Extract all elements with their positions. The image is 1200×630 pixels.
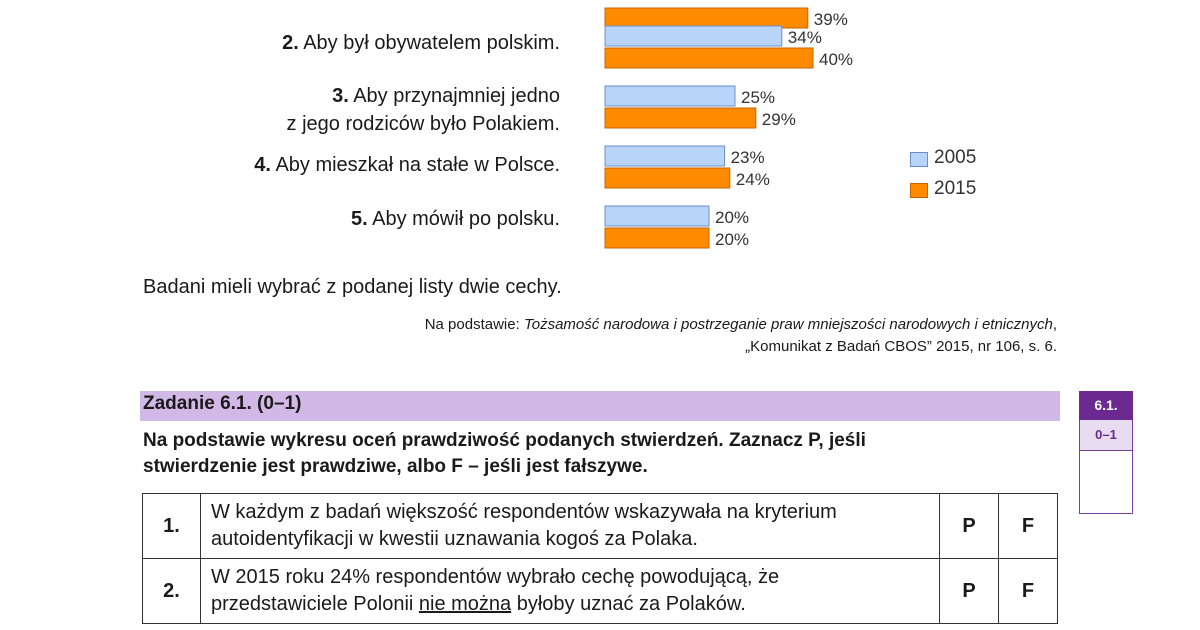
option-p[interactable]: P bbox=[939, 558, 999, 624]
statement-line1: W każdym z badań większość respondentów … bbox=[211, 501, 837, 523]
statement-line2-post: byłoby uznać za Polaków. bbox=[511, 593, 746, 615]
bar-2005-cat-4 bbox=[604, 145, 726, 167]
option-p[interactable]: P bbox=[939, 493, 999, 559]
source-line2: „Komunikat z Badań CBOS” 2015, nr 106, s… bbox=[745, 338, 1057, 355]
data-label-2005-cat-3: 25% bbox=[741, 88, 775, 107]
bar-2015-cat-4 bbox=[604, 167, 731, 189]
task-title: Zadanie 6.1. (0–1) bbox=[143, 393, 302, 414]
bar-2015-cat-3 bbox=[604, 107, 757, 129]
bar-2005-cat-2 bbox=[604, 25, 783, 47]
legend-swatch-2015 bbox=[910, 183, 928, 198]
instruction-line2: stwierdzenie jest prawdziwe, albo F – je… bbox=[143, 456, 648, 477]
category-number: 2. bbox=[282, 32, 299, 54]
statement-number: 1. bbox=[142, 493, 201, 559]
category-text: Aby przynajmniej jedno bbox=[353, 85, 560, 107]
bar-2015-cat-1 bbox=[604, 7, 809, 29]
score-box: 6.1. 0–1 bbox=[1079, 391, 1133, 514]
category-label-3: 3. Aby przynajmniej jedno z jego rodzicó… bbox=[287, 82, 560, 138]
category-text: Aby był obywatelem polskim. bbox=[303, 32, 560, 54]
statement-line2: autoidentyfikacji w kwestii uznawania ko… bbox=[211, 528, 698, 550]
data-label-2005-cat-4: 23% bbox=[731, 148, 765, 167]
score-entry-box[interactable] bbox=[1079, 451, 1133, 514]
table-row: 1. W każdym z badań większość respondent… bbox=[142, 493, 1058, 559]
category-number: 4. bbox=[254, 154, 271, 176]
category-label-5: 5. Aby mówił po polsku. bbox=[351, 205, 560, 233]
category-number: 5. bbox=[350, 208, 368, 230]
bar-2005-cat-5 bbox=[604, 205, 710, 227]
instruction-line1: Na podstawie wykresu oceń prawdziwość po… bbox=[143, 430, 866, 451]
statement-text: W każdym z badań większość respondentów … bbox=[200, 493, 940, 559]
category-label-4: 4. Aby mieszkał na stałe w Polsce. bbox=[254, 151, 560, 179]
task-instruction: Na podstawie wykresu oceń prawdziwość po… bbox=[143, 428, 866, 480]
category-text: Aby mówił po polsku. bbox=[372, 208, 560, 230]
statement-underlined: nie można bbox=[418, 593, 512, 615]
data-label-2015-cat-4: 24% bbox=[736, 170, 770, 189]
data-label-2015-cat-1: 39% bbox=[814, 10, 848, 29]
category-number: 3. bbox=[332, 85, 349, 107]
source-suffix: , bbox=[1052, 316, 1057, 333]
statement-text: W 2015 roku 24% respondentów wybrało cec… bbox=[200, 558, 940, 624]
task-header-bar bbox=[140, 391, 1060, 421]
data-label-2015-cat-2: 40% bbox=[819, 50, 853, 69]
data-label-2005-cat-5: 20% bbox=[715, 208, 749, 227]
table-row: 2. W 2015 roku 24% respondentów wybrało … bbox=[142, 558, 1058, 624]
bar-2005-cat-3 bbox=[604, 85, 736, 107]
statement-number: 2. bbox=[142, 558, 201, 624]
source-prefix: Na podstawie: bbox=[424, 316, 524, 333]
statement-line1: W 2015 roku 24% respondentów wybrało cec… bbox=[211, 566, 780, 588]
legend-label-2015: 2015 bbox=[934, 178, 977, 199]
bar-2015-cat-2 bbox=[604, 47, 814, 69]
category-text: Aby mieszkał na stałe w Polsce. bbox=[275, 154, 560, 176]
data-label-2005-cat-2: 34% bbox=[788, 28, 822, 47]
legend-swatch-2005 bbox=[910, 152, 928, 167]
data-label-2015-cat-3: 29% bbox=[762, 110, 796, 129]
legend-label-2005: 2005 bbox=[934, 147, 977, 168]
option-f[interactable]: F bbox=[998, 493, 1058, 559]
source-citation: Na podstawie: Tożsamość narodowa i postr… bbox=[425, 314, 1057, 358]
option-f[interactable]: F bbox=[998, 558, 1058, 624]
source-title: Tożsamość narodowa i postrzeganie praw m… bbox=[523, 316, 1053, 333]
score-points: 0–1 bbox=[1079, 420, 1133, 451]
category-text-line2: z jego rodziców było Polakiem. bbox=[286, 113, 560, 135]
statements-table: 1. W każdym z badań większość respondent… bbox=[142, 493, 1058, 624]
statement-line2-pre: przedstawiciele Polonii bbox=[211, 593, 419, 615]
bar-chart: 39%34% 40% 25% 29% 23% 24% 20% 20% bbox=[604, 7, 853, 249]
category-label-2: 2. Aby był obywatelem polskim. bbox=[282, 29, 560, 57]
survey-note: Badani mieli wybrać z podanej listy dwie… bbox=[143, 276, 562, 298]
data-label-2015-cat-5: 20% bbox=[715, 230, 749, 249]
score-label: 6.1. bbox=[1079, 391, 1133, 420]
bar-2015-cat-5 bbox=[604, 227, 710, 249]
